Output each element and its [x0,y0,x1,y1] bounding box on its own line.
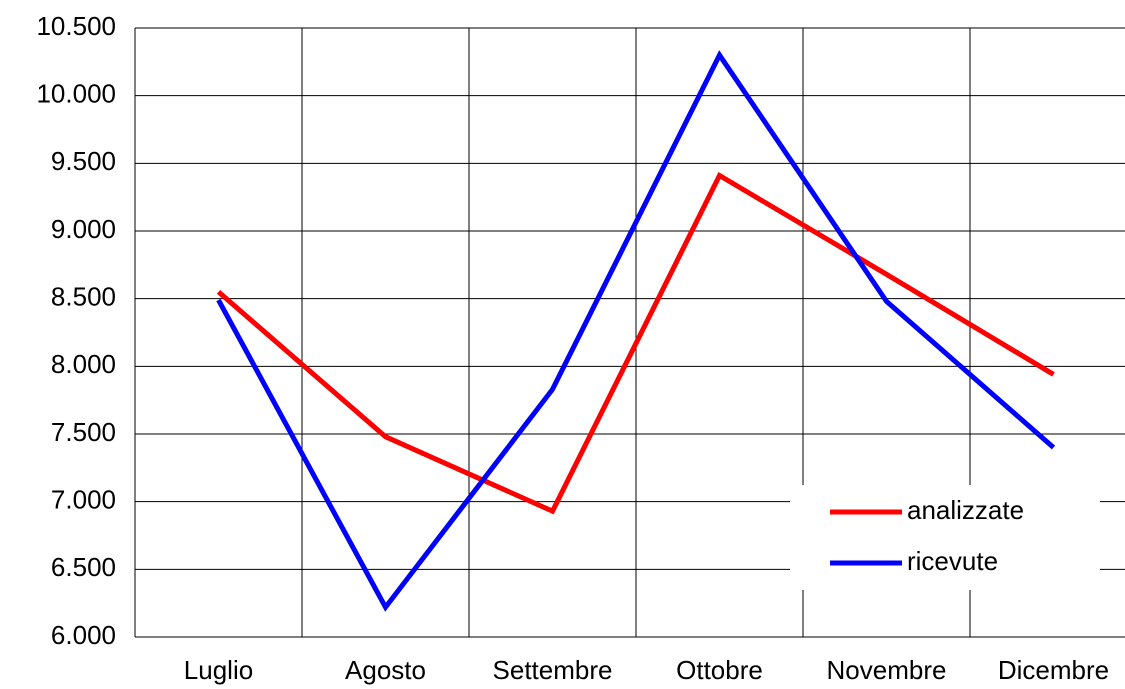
y-tick-label: 7.000 [51,485,116,515]
x-tick-label: Settembre [493,655,613,685]
legend-label: analizzate [907,495,1024,525]
legend-label: ricevute [907,546,998,576]
x-tick-label: Dicembre [998,655,1109,685]
series-line [216,50,1056,612]
y-tick-label: 8.000 [51,349,116,379]
x-tick-label: Luglio [184,655,253,685]
y-tick-label: 9.000 [51,214,116,244]
x-tick-label: Ottobre [676,655,763,685]
y-tick-label: 9.500 [51,146,116,176]
y-tick-label: 10.500 [36,11,116,41]
legend-box [790,485,1100,590]
y-tick-label: 8.500 [51,282,116,312]
y-tick-label: 10.000 [36,79,116,109]
x-tick-label: Agosto [345,655,426,685]
y-tick-label: 6.500 [51,552,116,582]
y-tick-label: 7.500 [51,417,116,447]
x-tick-label: Novembre [827,655,947,685]
series-line [216,171,1055,515]
y-tick-label: 6.000 [51,620,116,650]
